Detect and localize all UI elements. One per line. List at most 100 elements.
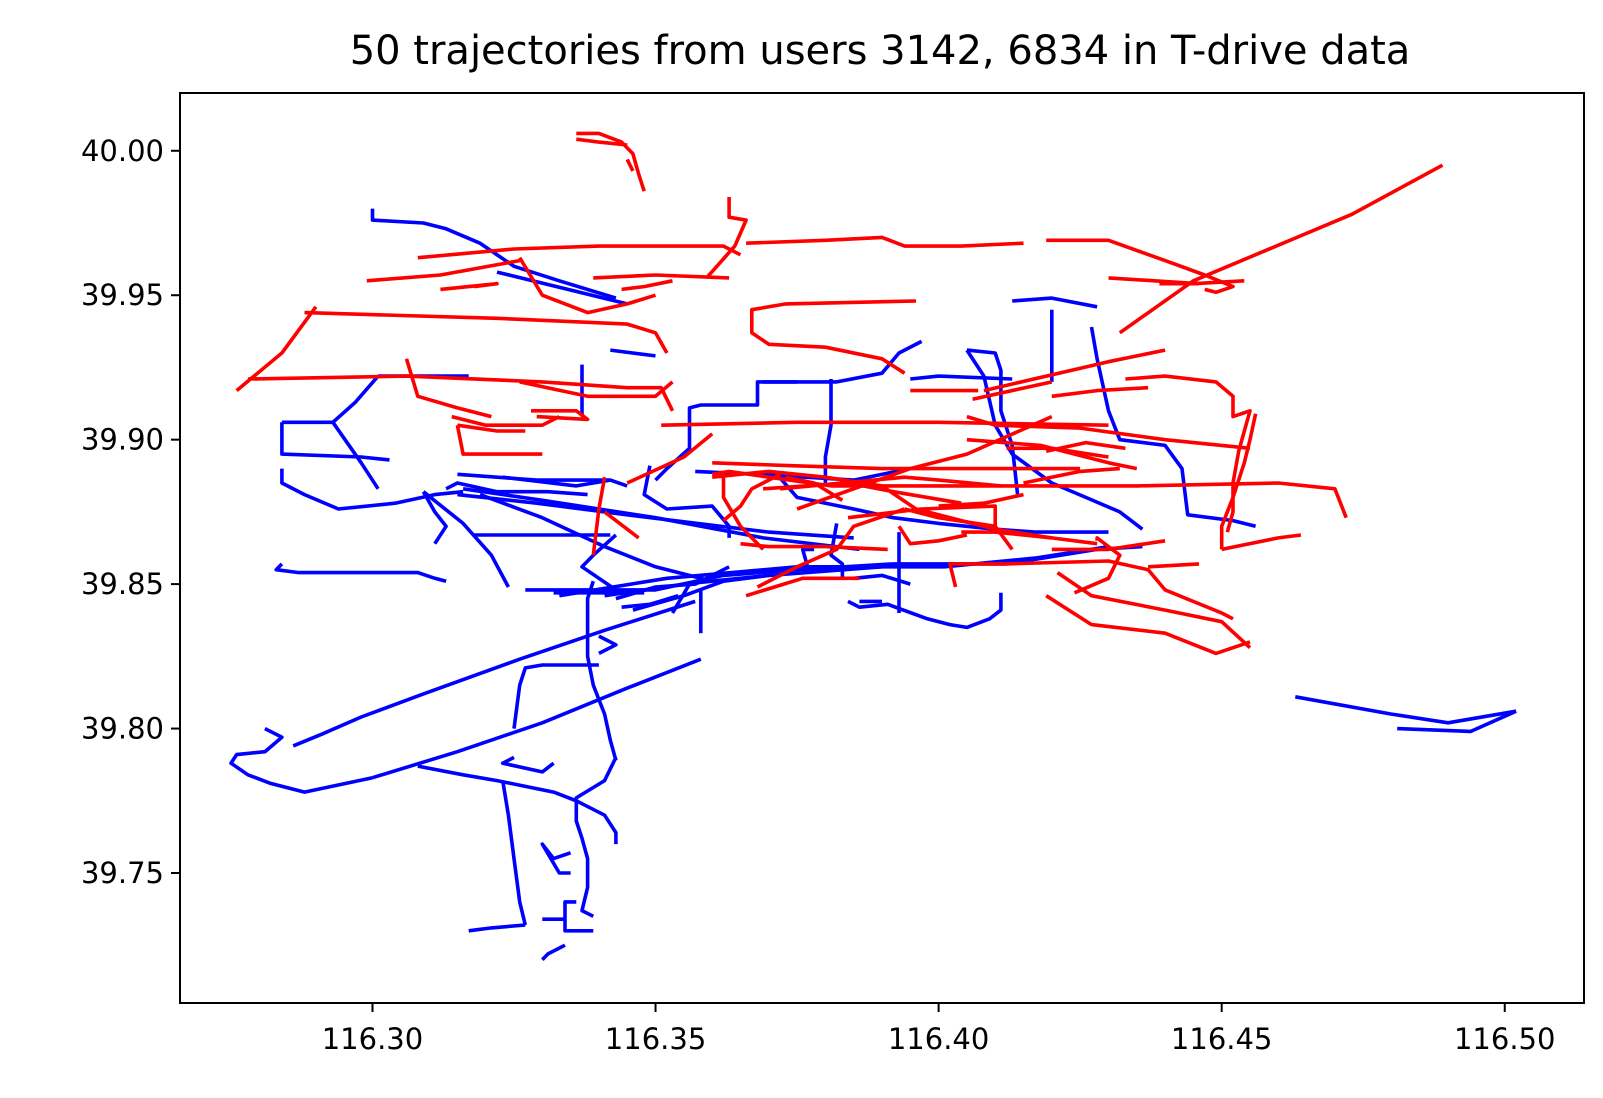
- trajectory-line-s0-33: [229, 726, 373, 794]
- trajectory-line-s0-24: [615, 565, 730, 601]
- trajectory-line-s1-40: [785, 475, 844, 502]
- trajectory-line-s0-40: [468, 923, 526, 933]
- trajectory-line-s1-47: [1056, 571, 1252, 650]
- trajectory-line-s1-1: [576, 137, 628, 147]
- trajectory-line-s1-8: [1118, 163, 1444, 335]
- trajectory-line-s1-43: [756, 507, 906, 589]
- trajectory-line-s1-5: [746, 235, 1024, 248]
- trajectory-line-s1-51: [1051, 539, 1166, 552]
- trajectory-line-s0-41: [540, 842, 572, 875]
- trajectory-line-s1-26: [455, 424, 543, 456]
- y-tick-label: 40.00: [81, 134, 164, 168]
- trajectory-line-s0-47: [823, 379, 833, 483]
- trajectory-line-s0-13: [457, 492, 854, 540]
- trajectory-line-s1-29: [626, 432, 714, 485]
- trajectory-line-s1-21: [621, 279, 673, 292]
- y-tick-label: 39.75: [81, 856, 164, 890]
- trajectory-line-s0-5: [280, 422, 390, 462]
- trajectory-line-s0-57: [829, 523, 845, 579]
- trajectory-line-s1-9: [1108, 276, 1200, 286]
- trajectory-line-s0-16: [479, 492, 713, 583]
- trajectory-line-s1-0: [576, 131, 646, 192]
- trajectory-line-s0-3: [331, 374, 380, 424]
- trajectory-line-s1-14: [304, 310, 669, 354]
- trajectory-line-s1-57: [1219, 413, 1258, 550]
- trajectory-line-s0-17: [274, 562, 447, 583]
- trajectory-line-s0-28: [585, 580, 618, 761]
- trajectory-line-s0-1: [496, 270, 628, 306]
- trajectory-line-s1-52: [966, 414, 1251, 451]
- trajectory-line-s1-27: [531, 408, 590, 422]
- trajectory-line-s1-44: [904, 507, 1014, 551]
- x-tick-label: 116.50: [1454, 1022, 1555, 1056]
- y-tick-label: 39.80: [81, 712, 164, 746]
- x-axis: 116.30 116.35 116.40 116.45 116.50: [322, 1003, 1555, 1056]
- x-tick-label: 116.35: [605, 1022, 706, 1056]
- y-tick-label: 39.95: [81, 278, 164, 312]
- trajectory-line-s0-39: [541, 943, 566, 961]
- trajectory-line-s1-20: [593, 273, 730, 280]
- trajectory-line-s1-19: [366, 258, 521, 283]
- chart-title: 50 trajectories from users 3142, 6834 in…: [350, 28, 1411, 74]
- trajectory-line-s1-31: [712, 461, 1081, 471]
- trajectory-line-s0-25: [621, 593, 679, 609]
- trajectory-line-s0-44: [610, 348, 656, 358]
- trajectory-line-s0-34: [417, 764, 618, 845]
- trajectory-line-s1-28: [661, 420, 1109, 427]
- trajectory-line-s1-23: [404, 358, 492, 419]
- trajectory-line-s1-49: [1073, 536, 1122, 595]
- trajectory-line-s0-18: [422, 490, 510, 588]
- trajectory-line-s1-17: [518, 256, 657, 315]
- x-tick-label: 116.40: [888, 1022, 989, 1056]
- trajectory-line-s1-48: [1045, 594, 1251, 656]
- trajectory-line-s1-39: [722, 472, 781, 522]
- trajectory-line-s0-30: [512, 663, 599, 729]
- trajectory-line-s0-9: [445, 481, 588, 497]
- trajectory-line-s1-24: [451, 414, 561, 428]
- trajectory-line-s0-58: [847, 592, 1003, 630]
- trajectory-line-s1-3: [417, 244, 742, 260]
- trajectory-line-s1-16: [247, 374, 675, 412]
- plot-frame: [179, 92, 1585, 1004]
- trajectory-line-s0-37: [500, 780, 528, 926]
- trajectory-line-s0-6: [331, 421, 380, 490]
- trajectory-line-s1-13: [972, 380, 1053, 401]
- trajectory-line-s0-10: [457, 472, 628, 488]
- trajectory-layer: [229, 131, 1517, 961]
- trajectory-line-s0-64: [1397, 709, 1517, 734]
- trajectory-line-s0-31: [292, 599, 696, 748]
- trajectory-line-s1-11: [983, 348, 1166, 393]
- trajectory-line-s0-46: [763, 339, 923, 384]
- trajectory-line-s1-59: [740, 541, 888, 552]
- trajectory-line-s1-22: [519, 380, 674, 399]
- trajectory-line-s1-42: [779, 475, 1002, 491]
- trajectory-line-s1-30: [796, 414, 1053, 511]
- trajectory-line-s0-56: [773, 470, 1109, 534]
- trajectory-line-s1-25: [457, 423, 526, 433]
- trajectory-line-s1-60: [745, 576, 860, 598]
- trajectory-line-s0-63: [1294, 695, 1517, 725]
- trajectory-line-s1-45: [995, 530, 1098, 546]
- trajectory-line-s0-8: [421, 490, 448, 545]
- trajectory-line-s1-36: [603, 510, 640, 540]
- trajectory-line-s1-46: [948, 559, 1234, 621]
- trajectory-line-s1-58: [1221, 533, 1302, 552]
- y-axis: 39.75 39.80 39.85 39.90 39.95 40.00: [81, 134, 180, 890]
- trajectory-line-s1-37: [938, 492, 1024, 508]
- trajectory-line-s0-32: [371, 657, 702, 780]
- trajectory-line-s1-54: [1023, 466, 1120, 485]
- trajectory-line-s1-63: [1051, 385, 1149, 399]
- trajectory-line-s0-48: [910, 374, 1013, 381]
- trajectory-line-s0-53: [1089, 326, 1257, 529]
- trajectory-line-s0-51: [1012, 296, 1098, 309]
- trajectory-line-s1-2: [625, 158, 635, 172]
- trajectory-line-s1-18: [440, 281, 499, 292]
- trajectory-line-s1-35: [591, 476, 607, 556]
- trajectory-line-s0-29: [598, 634, 618, 656]
- trajectory-line-s1-50: [1147, 562, 1200, 569]
- trajectory-line-s0-7: [280, 468, 464, 511]
- trajectory-line-s0-0: [370, 208, 617, 300]
- trajectory-line-s1-61: [897, 525, 968, 546]
- trajectory-line-s0-35: [574, 756, 618, 918]
